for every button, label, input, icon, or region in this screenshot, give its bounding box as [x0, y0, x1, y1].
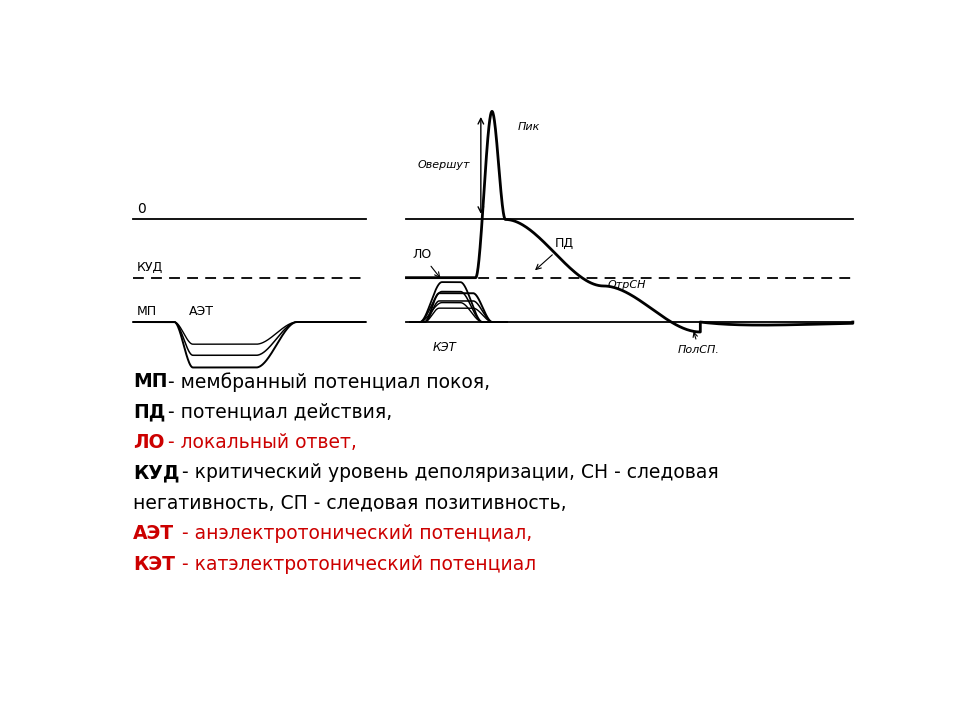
Text: ПолСП.: ПолСП. — [678, 333, 720, 354]
Text: - потенциал действия,: - потенциал действия, — [161, 402, 392, 421]
Text: ЛО: ЛО — [413, 248, 440, 277]
Text: Овершут: Овершут — [418, 161, 470, 171]
Text: ПД: ПД — [133, 402, 166, 421]
Text: ЛО: ЛО — [133, 433, 165, 452]
Text: - критический уровень деполяризации, СН - следовая: - критический уровень деполяризации, СН … — [176, 464, 718, 482]
Text: - мембранный потенциал покоя,: - мембранный потенциал покоя, — [161, 372, 490, 392]
Text: - катэлектротонический потенциал: - катэлектротонический потенциал — [176, 555, 536, 574]
Text: ОтрСН: ОтрСН — [608, 280, 646, 290]
Text: негативность, СП - следовая позитивность,: негативность, СП - следовая позитивность… — [133, 494, 567, 513]
Text: - анэлектротонический потенциал,: - анэлектротонический потенциал, — [176, 524, 532, 544]
Text: 0: 0 — [137, 202, 146, 215]
Text: КУД: КУД — [133, 464, 180, 482]
Text: АЭТ: АЭТ — [133, 524, 175, 544]
Text: КУД: КУД — [137, 261, 163, 274]
Text: Пик: Пик — [518, 122, 540, 132]
Text: МП: МП — [137, 305, 157, 318]
Text: АЭТ: АЭТ — [189, 305, 214, 318]
Text: ПД: ПД — [536, 237, 574, 269]
Text: КЭТ: КЭТ — [133, 555, 176, 574]
Text: КЭТ: КЭТ — [432, 341, 456, 354]
Text: - локальный ответ,: - локальный ответ, — [161, 433, 356, 452]
Text: МП: МП — [133, 372, 168, 391]
